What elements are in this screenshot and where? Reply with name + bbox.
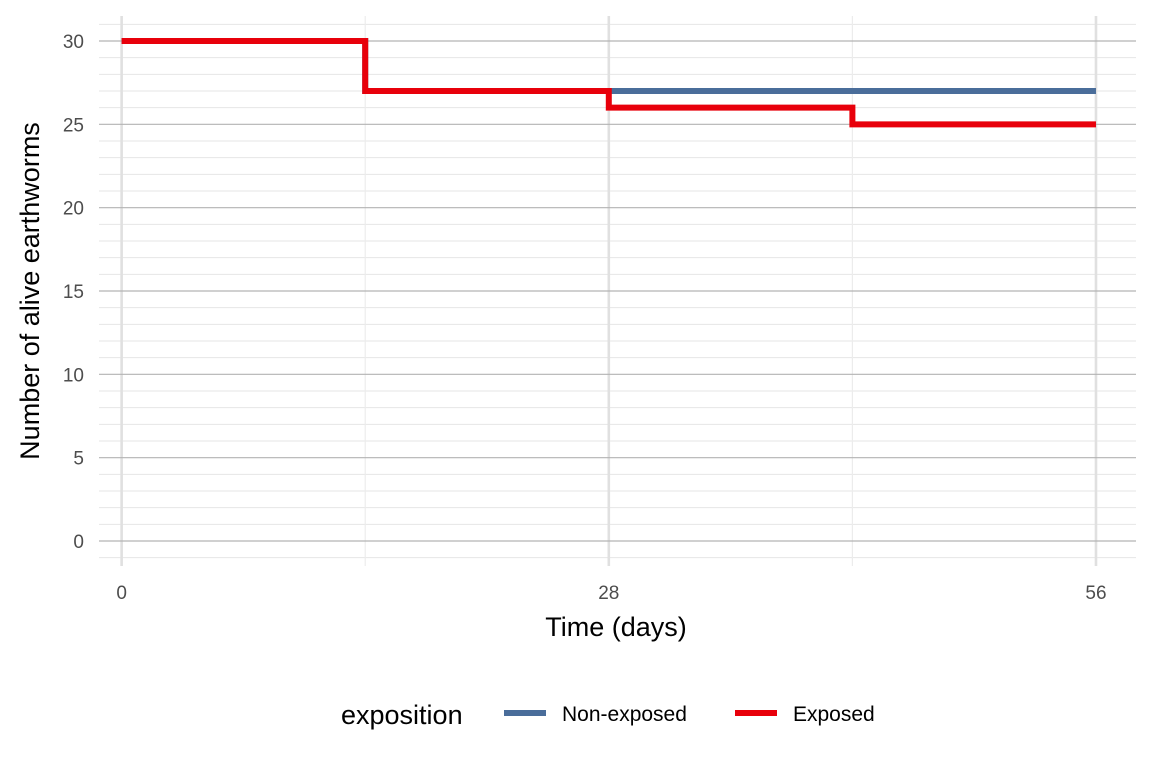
- tick-labels: 0 5 10 15 20 25 30 0 28 56: [63, 32, 1107, 604]
- series: [121, 38, 1096, 128]
- y-tick-label: 25: [63, 115, 84, 136]
- legend-items: Non-exposed Exposed: [504, 703, 875, 726]
- x-tick-label: 0: [116, 583, 127, 604]
- grid: [99, 16, 1136, 566]
- y-tick-label: 0: [73, 532, 84, 553]
- y-tick-label: 5: [73, 449, 84, 470]
- y-tick-label: 15: [63, 282, 84, 303]
- y-tick-label: 30: [63, 32, 84, 53]
- y-tick-label: 10: [63, 365, 84, 386]
- legend-label-exposed: Exposed: [793, 703, 875, 726]
- x-tick-label: 28: [598, 583, 619, 604]
- y-tick-label: 20: [63, 199, 84, 220]
- legend-label-non-exposed: Non-exposed: [562, 703, 687, 726]
- series-line-exposed: [121, 38, 1096, 128]
- y-axis-title: Number of alive earthworms: [15, 122, 45, 460]
- legend: exposition Non-exposed Exposed: [341, 700, 875, 730]
- x-tick-label: 56: [1085, 583, 1106, 604]
- x-axis-title: Time (days): [545, 612, 687, 642]
- legend-title: exposition: [341, 700, 463, 730]
